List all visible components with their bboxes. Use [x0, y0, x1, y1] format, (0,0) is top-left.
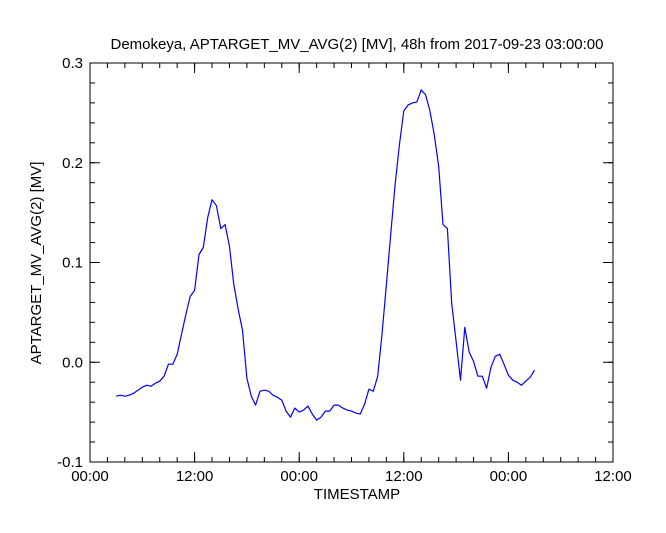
- x-tick-label: 00:00: [71, 468, 109, 485]
- series-layer: [116, 89, 536, 421]
- x-axis-label: TIMESTAMP: [314, 486, 400, 503]
- x-tick-label: 12:00: [594, 468, 632, 485]
- y-tick-label: 0.2: [62, 155, 83, 172]
- y-axis-label-group: APTARGET_MV_AVG(2) [MV]: [28, 162, 45, 365]
- x-tick-label: 12:00: [176, 468, 214, 485]
- y-tick-label: -0.1: [57, 454, 83, 471]
- tick-labels: 00:00 12:00 00:00 12:00 00:00 12:00 -0.1 0.0 0.1…: [57, 55, 632, 485]
- axis-ticks: [89, 62, 614, 463]
- chart-title: Demokeya, APTARGET_MV_AVG(2) [MV], 48h f…: [110, 36, 603, 53]
- x-tick-label: 12:00: [385, 468, 423, 485]
- y-tick-label: 0.0: [62, 354, 83, 371]
- x-tick-label: 00:00: [490, 468, 528, 485]
- plot-frame: [89, 62, 614, 463]
- series-line-1: [116, 89, 536, 421]
- y-tick-label: 0.3: [62, 55, 83, 72]
- y-axis-label: APTARGET_MV_AVG(2) [MV]: [28, 162, 45, 365]
- x-tick-label: 00:00: [280, 468, 318, 485]
- y-tick-label: 0.1: [62, 255, 83, 272]
